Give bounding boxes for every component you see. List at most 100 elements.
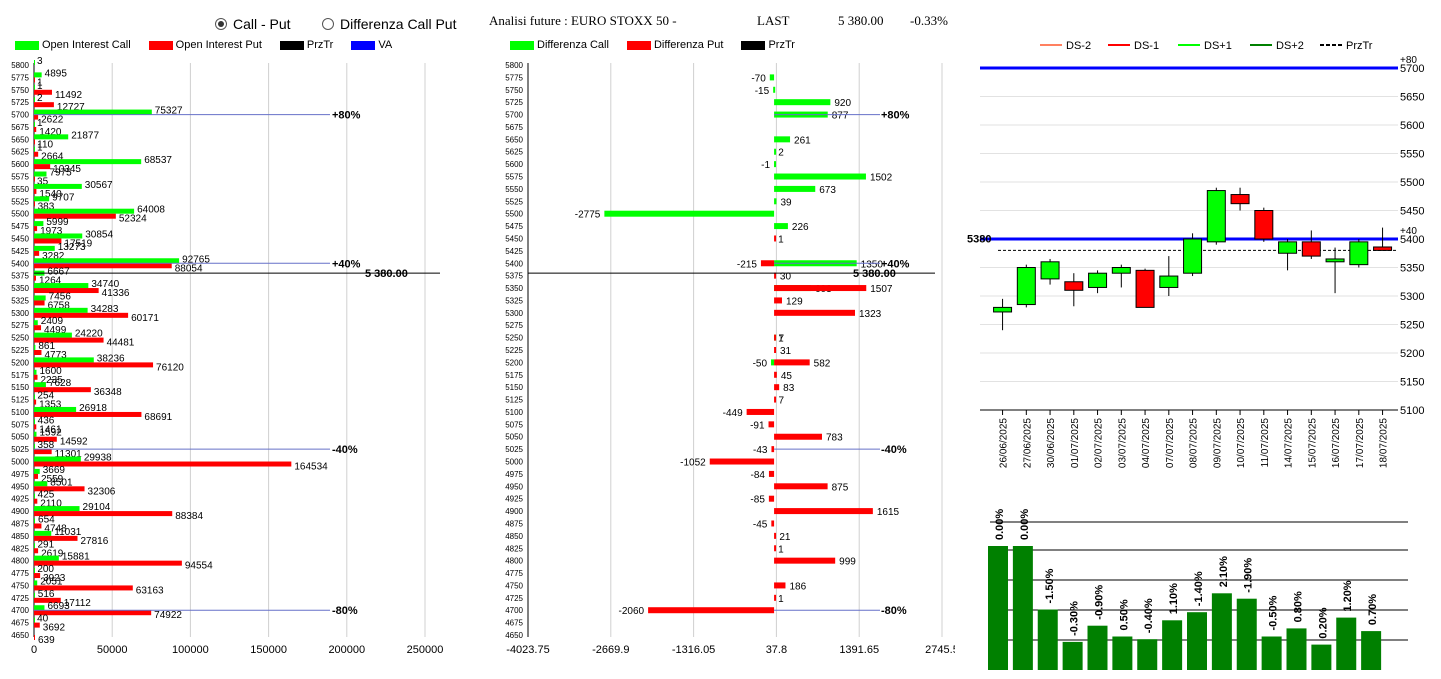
strike-label: 5450 [505, 234, 523, 243]
strike-label: 5275 [505, 321, 523, 330]
radio-call-put[interactable]: Call - Put [215, 16, 291, 32]
diff-put-bar [774, 309, 856, 316]
put-value-label: 1353 [39, 400, 62, 411]
put-bar [34, 511, 173, 517]
strike-label: 5275 [11, 321, 29, 330]
diff-put-label: 1 [778, 594, 784, 605]
strike-label: 4675 [11, 619, 29, 628]
strike-label: 5750 [11, 86, 29, 95]
diff-put-label: 999 [839, 557, 856, 568]
x-tick-label: 100000 [172, 644, 209, 656]
put-value-label: 11301 [55, 449, 83, 460]
call-bar [34, 320, 38, 326]
percent-bar [1112, 636, 1133, 670]
diff-put-label: 31 [780, 346, 792, 357]
diff-put-label: -2060 [619, 606, 645, 617]
percent-bar [1187, 612, 1207, 670]
radio-diff-call-put[interactable]: Differenza Call Put [322, 16, 456, 32]
diff-put-bar [774, 359, 810, 366]
diff-call-label: 1 [778, 334, 784, 345]
put-value-label: 1264 [39, 276, 62, 287]
diff-put-bar [774, 272, 777, 279]
diff-put-bar [709, 458, 775, 465]
diff-put-label: -91 [750, 420, 765, 431]
x-tick-label: 2745.5 [925, 644, 955, 656]
diff-put-bar [774, 235, 777, 242]
y-tick-label: 5600 [1400, 120, 1424, 132]
put-bar [34, 126, 37, 132]
strike-label: 5250 [505, 334, 523, 343]
call-bar [34, 530, 52, 536]
percent-bar [1361, 631, 1382, 670]
strike-label: 4850 [505, 532, 523, 541]
call-value-label: 15881 [62, 552, 90, 563]
strike-label: 5600 [505, 160, 523, 169]
strike-label: 5775 [505, 73, 523, 82]
prztr-label: 5380 [967, 233, 991, 245]
call-value-label: 3 [37, 56, 43, 67]
put-value-label: 2559 [41, 474, 64, 485]
call-bar [34, 481, 48, 487]
strike-label: 5675 [505, 123, 523, 132]
diff-put-label: 1615 [877, 507, 900, 518]
put-bar [34, 312, 129, 318]
strike-label: 5200 [11, 358, 29, 367]
x-tick-label: 50000 [97, 644, 128, 656]
percent-bar [1211, 593, 1232, 670]
date-label: 01/07/2025 [1070, 418, 1081, 468]
strike-label: 4775 [505, 569, 523, 578]
call-value-label: 436 [38, 415, 55, 426]
candle-body [1088, 272, 1108, 288]
put-bar [34, 548, 39, 554]
radio-call-put-indicator [215, 18, 227, 30]
percent-label: 1.10% [1168, 583, 1180, 614]
percent-label: 0.50% [1118, 599, 1130, 630]
diff-call-bar [774, 99, 831, 106]
percent-label: -0.50% [1268, 595, 1280, 630]
call-bar [34, 60, 35, 65]
diff-call-label: 877 [832, 111, 849, 122]
put-value-label: 11492 [55, 90, 83, 101]
strike-label: 4950 [505, 482, 523, 491]
percent-bar [1012, 546, 1033, 670]
put-bar [34, 362, 154, 368]
diff-put-bar [774, 297, 782, 304]
put-value-label: 17519 [64, 238, 92, 249]
strike-label: 5425 [11, 247, 29, 256]
percent-label: 0.20% [1317, 607, 1329, 638]
strike-label: 5650 [505, 135, 523, 144]
call-value-label: 26918 [79, 403, 107, 414]
diff-put-bar [774, 334, 777, 341]
call-value-label: 13273 [58, 242, 86, 253]
strike-label: 5325 [11, 296, 29, 305]
diff-put-label: 7 [779, 396, 785, 407]
candle-body [1301, 241, 1321, 257]
call-bar [34, 394, 35, 400]
level-label: +80 [1400, 55, 1417, 66]
diff-put-bar [746, 408, 775, 415]
strike-label: 5550 [505, 185, 523, 194]
strike-label: 5800 [11, 61, 29, 70]
date-label: 02/07/2025 [1094, 418, 1105, 468]
call-bar [34, 196, 50, 202]
put-bar [34, 473, 39, 479]
call-value-label: 34740 [91, 279, 119, 290]
put-value-label: 52324 [119, 214, 147, 225]
va-marker-label: -40% [332, 444, 358, 456]
put-bar [34, 188, 37, 194]
put-bar [34, 288, 99, 294]
put-bar [34, 300, 45, 306]
call-value-label: 7975 [49, 168, 72, 179]
strike-label: 5300 [11, 309, 29, 318]
call-value-label: 516 [38, 589, 55, 600]
percent-bar [1261, 636, 1282, 670]
strike-label: 5400 [11, 259, 29, 268]
y-tick-label: 5100 [1400, 405, 1424, 417]
candle-body [1183, 238, 1203, 274]
candle-body [1064, 281, 1084, 291]
call-value-label: 654 [38, 514, 55, 525]
put-value-label: 2619 [41, 548, 64, 559]
put-bar [34, 139, 35, 145]
call-value-label: 861 [38, 341, 55, 352]
call-bar [34, 171, 47, 177]
